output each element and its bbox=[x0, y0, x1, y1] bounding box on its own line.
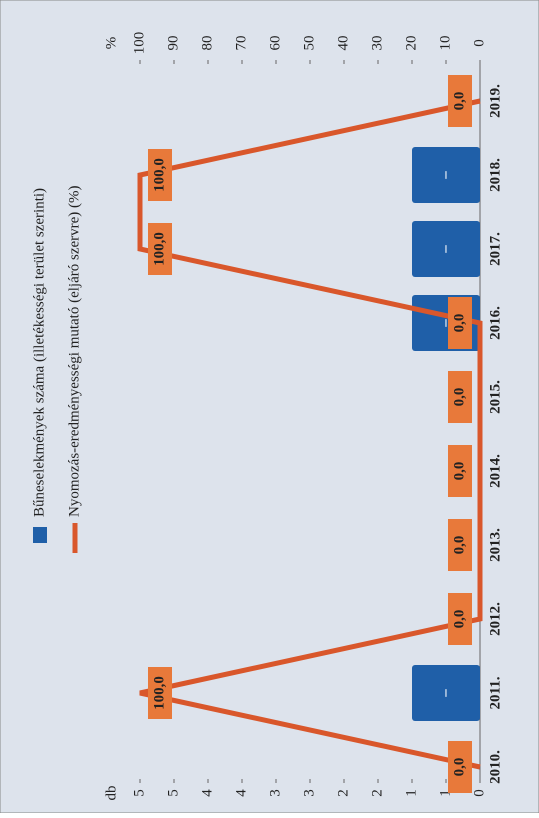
y-tick-label: 2 bbox=[369, 789, 385, 797]
y2-tick-label: 80 bbox=[199, 36, 215, 51]
y2-tick-label: 20 bbox=[403, 36, 419, 51]
label-box bbox=[448, 371, 472, 423]
line-label: 0,0 bbox=[451, 536, 467, 555]
x-tick-label: 2014. bbox=[487, 454, 503, 488]
label-box bbox=[448, 593, 472, 645]
bar-label: – bbox=[437, 171, 453, 180]
y2-tick-label: 70 bbox=[233, 36, 249, 51]
label-box bbox=[148, 667, 172, 719]
line-label: 0,0 bbox=[451, 610, 467, 629]
rotated-chart: db%0112233445501020304050607080901002010… bbox=[31, 32, 503, 801]
y-tick-label: 4 bbox=[233, 789, 249, 797]
x-tick-label: 2019. bbox=[487, 84, 503, 118]
line-label: 0,0 bbox=[451, 388, 467, 407]
bar bbox=[412, 665, 480, 721]
y-tick-label: 1 bbox=[437, 789, 453, 797]
legend-label: Nyomozás-eredményességi mutató (eljáró s… bbox=[66, 185, 82, 517]
bar-label: – bbox=[437, 689, 453, 698]
line-label: 0,0 bbox=[451, 462, 467, 481]
y-tick-label: 0 bbox=[471, 789, 487, 797]
y2-axis-title: % bbox=[103, 37, 119, 50]
bar-label: – bbox=[437, 245, 453, 254]
bar bbox=[412, 221, 480, 277]
label-box bbox=[448, 297, 472, 349]
line-label: 0,0 bbox=[451, 92, 467, 111]
y-axis-title: db bbox=[103, 786, 119, 801]
x-tick-label: 2010. bbox=[487, 750, 503, 784]
y2-tick-label: 10 bbox=[437, 36, 453, 51]
y-tick-label: 5 bbox=[131, 789, 147, 797]
y2-tick-label: 40 bbox=[335, 36, 351, 51]
label-box bbox=[448, 519, 472, 571]
label-box bbox=[448, 445, 472, 497]
x-tick-label: 2015. bbox=[487, 380, 503, 414]
label-box bbox=[148, 223, 172, 275]
line-label: 0,0 bbox=[451, 314, 467, 333]
y2-tick-label: 100 bbox=[131, 32, 147, 55]
line-label: 0,0 bbox=[451, 758, 467, 777]
x-tick-label: 2013. bbox=[487, 528, 503, 562]
line bbox=[137, 98, 483, 770]
line-label: 100,0 bbox=[151, 232, 167, 266]
bar-label: – bbox=[437, 319, 453, 328]
legend-label: Bűneselekmények száma (illetékességi ter… bbox=[31, 188, 47, 517]
x-tick-label: 2016. bbox=[487, 306, 503, 340]
y-tick-label: 2 bbox=[335, 789, 351, 797]
legend-swatch bbox=[33, 527, 47, 543]
bar bbox=[412, 147, 480, 203]
y-tick-label: 1 bbox=[403, 789, 419, 797]
y2-tick-label: 30 bbox=[369, 36, 385, 51]
x-tick-label: 2018. bbox=[487, 158, 503, 192]
x-tick-label: 2012. bbox=[487, 602, 503, 636]
y2-tick-label: 50 bbox=[301, 36, 317, 51]
y-tick-label: 3 bbox=[267, 789, 283, 797]
label-box bbox=[148, 149, 172, 201]
y-tick-label: 3 bbox=[301, 789, 317, 797]
y2-tick-label: 60 bbox=[267, 36, 283, 51]
x-tick-label: 2017. bbox=[487, 232, 503, 266]
y2-tick-label: 0 bbox=[471, 39, 487, 47]
line-label: 100,0 bbox=[151, 676, 167, 710]
x-tick-label: 2011. bbox=[487, 676, 503, 709]
label-box bbox=[448, 75, 472, 127]
label-box bbox=[448, 741, 472, 793]
y-tick-label: 4 bbox=[199, 789, 215, 797]
y2-tick-label: 90 bbox=[165, 36, 181, 51]
line-label: 100,0 bbox=[151, 158, 167, 192]
y-tick-label: 5 bbox=[165, 789, 181, 797]
